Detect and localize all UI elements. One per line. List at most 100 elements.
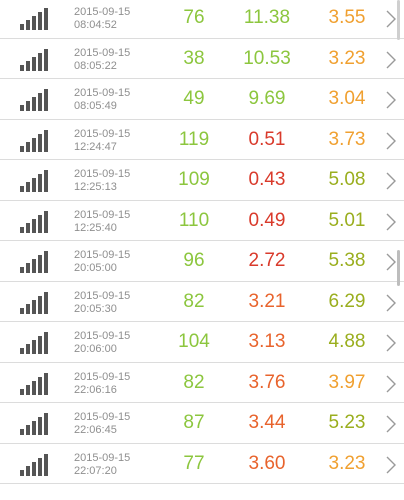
value-1: 82 <box>183 290 205 312</box>
value-2: 0.51 <box>248 128 286 150</box>
scrollbar-track[interactable] <box>397 0 400 40</box>
value-3: 3.23 <box>328 452 366 474</box>
value-1: 76 <box>183 7 205 28</box>
value-3: 3.23 <box>328 47 366 69</box>
list-item[interactable]: 2015-09-15 22:06:45 87 3.44 5.23 <box>0 403 404 444</box>
list-item[interactable]: 2015-09-15 08:04:52 76 11.38 3.55 <box>0 0 404 39</box>
list-item[interactable]: 2015-09-15 12:24:47 119 0.51 3.73 <box>0 120 404 160</box>
value-1: 110 <box>178 209 210 231</box>
date-label: 2015-09-15 <box>74 46 131 59</box>
value-3: 3.55 <box>328 7 366 28</box>
list-item[interactable]: 2015-09-15 22:07:20 77 3.60 3.23 <box>0 444 404 484</box>
value-3: 6.29 <box>328 290 366 312</box>
value-2: 0.43 <box>248 169 286 190</box>
list-item[interactable]: 2015-09-15 20:05:30 82 3.21 6.29 <box>0 282 404 322</box>
value-1: 109 <box>178 169 210 190</box>
list-item[interactable]: 2015-09-15 12:25:13 109 0.43 5.08 <box>0 160 404 201</box>
timestamp: 2015-09-15 20:05:30 <box>74 290 130 316</box>
value-3: 5.01 <box>328 209 366 231</box>
date-label: 2015-09-15 <box>74 249 131 261</box>
chevron-right-icon[interactable] <box>386 456 397 474</box>
time-label: 12:25:40 <box>74 221 117 234</box>
chevron-right-icon[interactable] <box>386 253 397 271</box>
signal-bars-icon <box>20 453 50 476</box>
value-2: 0.49 <box>248 209 286 231</box>
timestamp: 2015-09-15 08:04:52 <box>74 6 130 32</box>
chevron-right-icon[interactable] <box>386 294 397 312</box>
value-3: 4.88 <box>328 331 366 352</box>
signal-bars-icon <box>20 8 50 30</box>
value-2: 3.76 <box>248 371 286 393</box>
list-item[interactable]: 2015-09-15 12:25:40 110 0.49 5.01 <box>0 201 404 241</box>
signal-bars-icon <box>20 89 50 111</box>
value-2: 3.60 <box>248 452 286 474</box>
signal-bars-icon <box>20 372 50 395</box>
value-1: 96 <box>183 250 205 271</box>
chevron-right-icon[interactable] <box>386 91 397 109</box>
value-3: 5.08 <box>328 169 366 190</box>
scrollbar-thumb[interactable] <box>397 250 400 286</box>
list-item[interactable]: 2015-09-15 22:06:16 82 3.76 3.97 <box>0 363 404 403</box>
list-item[interactable]: 2015-09-15 20:05:00 96 2.72 5.38 <box>0 241 404 282</box>
time-label: 12:24:47 <box>74 140 117 153</box>
chevron-right-icon[interactable] <box>386 10 397 28</box>
measurement-list: 2015-09-15 08:04:52 76 11.38 3.55 2015-0… <box>0 0 404 484</box>
time-label: 20:05:30 <box>74 302 117 315</box>
date-label: 2015-09-15 <box>74 451 131 464</box>
value-3: 5.38 <box>328 250 366 271</box>
time-label: 20:05:00 <box>74 262 117 274</box>
value-3: 5.23 <box>328 412 366 433</box>
date-label: 2015-09-15 <box>74 330 131 342</box>
signal-bars-icon <box>20 48 50 71</box>
chevron-right-icon[interactable] <box>386 334 397 352</box>
signal-bars-icon <box>20 413 50 435</box>
chevron-right-icon[interactable] <box>386 375 397 393</box>
time-label: 22:06:16 <box>74 383 117 396</box>
time-label: 22:07:20 <box>74 464 117 477</box>
chevron-right-icon[interactable] <box>386 51 397 69</box>
value-2: 9.69 <box>248 88 286 109</box>
value-2: 10.53 <box>243 47 291 69</box>
time-label: 08:04:52 <box>74 19 117 31</box>
date-label: 2015-09-15 <box>74 168 131 180</box>
signal-bars-icon <box>20 129 50 152</box>
timestamp: 2015-09-15 20:06:00 <box>74 330 130 356</box>
date-label: 2015-09-15 <box>74 87 131 99</box>
value-3: 3.97 <box>328 371 366 393</box>
date-label: 2015-09-15 <box>74 208 131 221</box>
value-3: 3.73 <box>328 128 366 150</box>
list-item[interactable]: 2015-09-15 20:06:00 104 3.13 4.88 <box>0 322 404 363</box>
chevron-right-icon[interactable] <box>386 213 397 231</box>
value-1: 82 <box>183 371 205 393</box>
signal-bars-icon <box>20 210 50 233</box>
signal-bars-icon <box>20 291 50 314</box>
date-label: 2015-09-15 <box>74 127 131 140</box>
signal-bars-icon <box>20 170 50 192</box>
timestamp: 2015-09-15 22:06:16 <box>74 371 130 397</box>
value-1: 38 <box>183 47 205 69</box>
value-1: 77 <box>183 452 205 474</box>
value-1: 49 <box>183 88 205 109</box>
timestamp: 2015-09-15 20:05:00 <box>74 249 130 275</box>
value-3: 3.04 <box>328 88 366 109</box>
time-label: 12:25:13 <box>74 181 117 193</box>
date-label: 2015-09-15 <box>74 6 131 18</box>
value-2: 2.72 <box>248 250 286 271</box>
chevron-right-icon[interactable] <box>386 415 397 433</box>
timestamp: 2015-09-15 12:24:47 <box>74 128 130 154</box>
list-item[interactable]: 2015-09-15 08:05:22 38 10.53 3.23 <box>0 39 404 79</box>
value-1: 119 <box>178 128 210 150</box>
date-label: 2015-09-15 <box>74 370 131 383</box>
value-1: 104 <box>178 331 210 352</box>
time-label: 20:06:00 <box>74 343 117 355</box>
chevron-right-icon[interactable] <box>386 132 397 150</box>
chevron-right-icon[interactable] <box>386 172 397 190</box>
timestamp: 2015-09-15 22:07:20 <box>74 452 130 478</box>
date-label: 2015-09-15 <box>74 289 131 302</box>
timestamp: 2015-09-15 08:05:49 <box>74 87 130 113</box>
time-label: 08:05:49 <box>74 100 117 112</box>
timestamp: 2015-09-15 08:05:22 <box>74 47 130 73</box>
date-label: 2015-09-15 <box>74 411 131 423</box>
list-item[interactable]: 2015-09-15 08:05:49 49 9.69 3.04 <box>0 79 404 120</box>
value-2: 3.21 <box>248 290 286 312</box>
